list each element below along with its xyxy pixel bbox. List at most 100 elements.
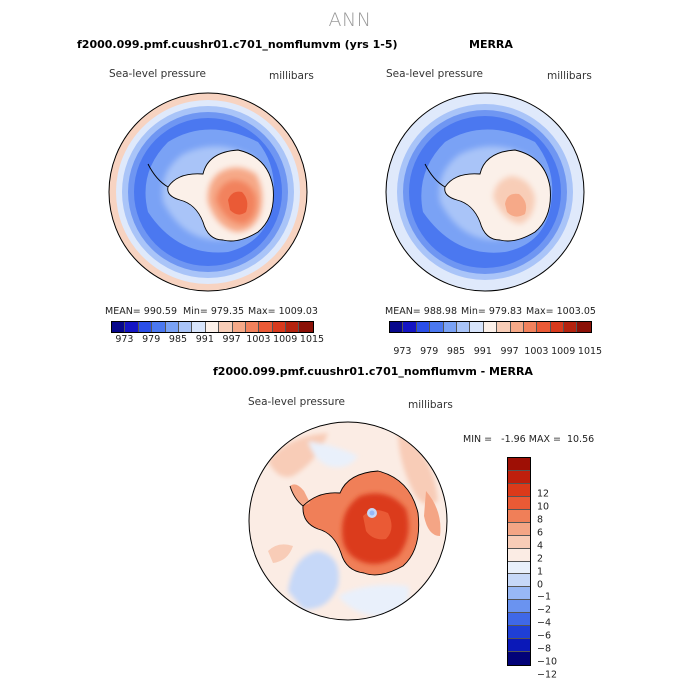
panel3-colorbar-swatch [508, 639, 530, 653]
panel1-colorbar-tick-label: 973 [115, 334, 134, 345]
panel2-max: Max= 1003.05 [526, 306, 596, 317]
panel2-map-border [385, 92, 585, 292]
panel3-colorbar-swatch [508, 600, 530, 614]
panel2-colorbar [389, 321, 592, 333]
panel3-colorbar-swatch [508, 458, 530, 471]
panel1-colorbar [111, 321, 314, 333]
panel3-colorbar-tick-label: −1 [537, 591, 552, 603]
panel2-title: MERRA [469, 38, 513, 51]
panel3-colorbar-swatch [508, 470, 530, 484]
panel2-colorbar-swatch [403, 322, 417, 332]
panel3-colorbar-swatch [508, 548, 530, 562]
figure-suptitle: ANN [328, 9, 372, 31]
panel3-colorbar-tick-label: 4 [537, 540, 544, 552]
panel3-colorbar-ticks: 12 10 8 6 4 2 1 0 −1 −2 −4 −6 −8 −10 −12 [537, 481, 577, 688]
panel2-colorbar-tick-label: 997 [500, 346, 519, 357]
panel2-colorbar-swatch [537, 322, 551, 332]
panel2-colorbar-swatch [390, 322, 404, 332]
panel1-max: Max= 1009.03 [248, 306, 318, 317]
panel1-colorbar-tick-label: 1015 [299, 334, 325, 345]
panel3-colorbar-tick-label: −10 [537, 656, 558, 668]
panel2-colorbar-tick-label: 973 [393, 346, 412, 357]
panel3-colorbar-tick-label: 1 [537, 566, 544, 578]
panel1-colorbar-swatch [219, 322, 233, 332]
panel2-colorbar-tick-label: 991 [473, 346, 492, 357]
panel2-colorbar-swatch [416, 322, 431, 332]
panel1-colorbar-swatch [245, 322, 260, 332]
panel3-colorbar-tick-label: 12 [537, 488, 550, 500]
panel3-colorbar-tick-label: 2 [537, 553, 544, 565]
panel2-min: Min= 979.83 [461, 306, 523, 317]
panel1-polar-map [108, 92, 308, 292]
panel2-colorbar-swatch [443, 322, 457, 332]
panel2-units-label: millibars [547, 70, 592, 82]
panel3-colorbar-tick-label: 0 [537, 579, 544, 590]
panel3-map-border [248, 421, 448, 621]
panel1-colorbar-swatch [205, 322, 220, 332]
panel3-colorbar-swatch [508, 496, 530, 510]
panel1-colorbar-tick-label: 1009 [273, 334, 298, 345]
panel1-peninsula [147, 163, 169, 188]
panel2-coastline [444, 149, 551, 242]
panel1-colorbar-swatch [138, 322, 153, 332]
panel3-peninsula [289, 485, 304, 507]
panel1-colorbar-swatch [178, 322, 193, 332]
panel3-colorbar-tick-label: −6 [537, 630, 552, 642]
panel1-colorbar-swatch [125, 322, 139, 332]
panel2-colorbar-tick-label: 1009 [551, 346, 576, 357]
panel2-peninsula [424, 163, 446, 188]
panel2-colorbar-swatch [456, 322, 471, 332]
panel1-colorbar-swatch [165, 322, 179, 332]
panel3-colorbar-tick-label: 6 [537, 527, 544, 539]
panel1-mean: MEAN= 990.59 [105, 306, 178, 317]
panel3-colorbar-swatch [508, 652, 530, 665]
panel1-coastline [167, 149, 274, 242]
panel2-colorbar-tick-label: 1003 [524, 346, 549, 357]
panel2-mean: MEAN= 988.98 [385, 306, 458, 317]
panel1-colorbar-swatch [259, 322, 273, 332]
panel1-colorbar-tick-label: 991 [195, 334, 214, 345]
panel3-coastline [302, 470, 420, 576]
panel2-colorbar-tick-label: 985 [446, 346, 466, 357]
panel3-colorbar-tick-label: −12 [537, 669, 558, 681]
panel3-minmax: MIN = -1.96 MAX = 10.56 [463, 434, 595, 445]
panel1-units-label: millibars [269, 70, 314, 82]
panel2-colorbar-swatch [470, 322, 484, 332]
panel3-colorbar [507, 457, 531, 666]
panel2-colorbar-ticks: 973 979 985 991 997 1003 1009 1015 [389, 346, 602, 358]
panel2-polar-map [385, 92, 585, 292]
panel1-colorbar-tick-label: 985 [168, 334, 188, 345]
panel3-colorbar-tick-label: −8 [537, 643, 552, 655]
panel2-variable-label: Sea-level pressure [386, 68, 484, 80]
panel3-colorbar-swatch [508, 613, 530, 627]
panel3-colorbar-tick-label: 8 [537, 514, 544, 526]
panel3-colorbar-swatch [508, 561, 530, 575]
panel3-colorbar-swatch [508, 626, 530, 640]
panel2-colorbar-swatch [577, 322, 591, 332]
panel1-variable-label: Sea-level pressure [109, 68, 207, 80]
panel2-colorbar-swatch [564, 322, 578, 332]
panel1-title: f2000.099.pmf.cuushr01.c701_nomflumvm (y… [77, 38, 398, 51]
panel1-colorbar-tick-label: 997 [222, 334, 241, 345]
panel3-colorbar-tick-label: 10 [537, 501, 550, 513]
panel2-colorbar-tick-label: 1015 [577, 346, 603, 357]
panel3-colorbar-swatch [508, 535, 530, 549]
panel1-colorbar-swatch [232, 322, 246, 332]
panel2-colorbar-swatch [483, 322, 498, 332]
panel3-colorbar-tick-label: −4 [537, 617, 552, 629]
panel2-colorbar-swatch [523, 322, 538, 332]
panel1-colorbar-swatch [192, 322, 206, 332]
panel3-colorbar-swatch [508, 522, 530, 536]
panel1-colorbar-swatch [299, 322, 313, 332]
panel1-colorbar-tick-label: 1003 [246, 334, 271, 345]
panel3-colorbar-swatch [508, 509, 530, 523]
panel3-title: f2000.099.pmf.cuushr01.c701_nomflumvm - … [213, 365, 533, 378]
panel2-colorbar-swatch [550, 322, 565, 332]
panel3-colorbar-tick-label: −2 [537, 604, 552, 616]
panel1-colorbar-swatch [152, 322, 166, 332]
panel1-colorbar-swatch [112, 322, 126, 332]
panel3-colorbar-swatch [508, 574, 530, 588]
panel1-min: Min= 979.35 [183, 306, 245, 317]
panel1-map-border [108, 92, 308, 292]
panel3-variable-label: Sea-level pressure [248, 396, 346, 408]
